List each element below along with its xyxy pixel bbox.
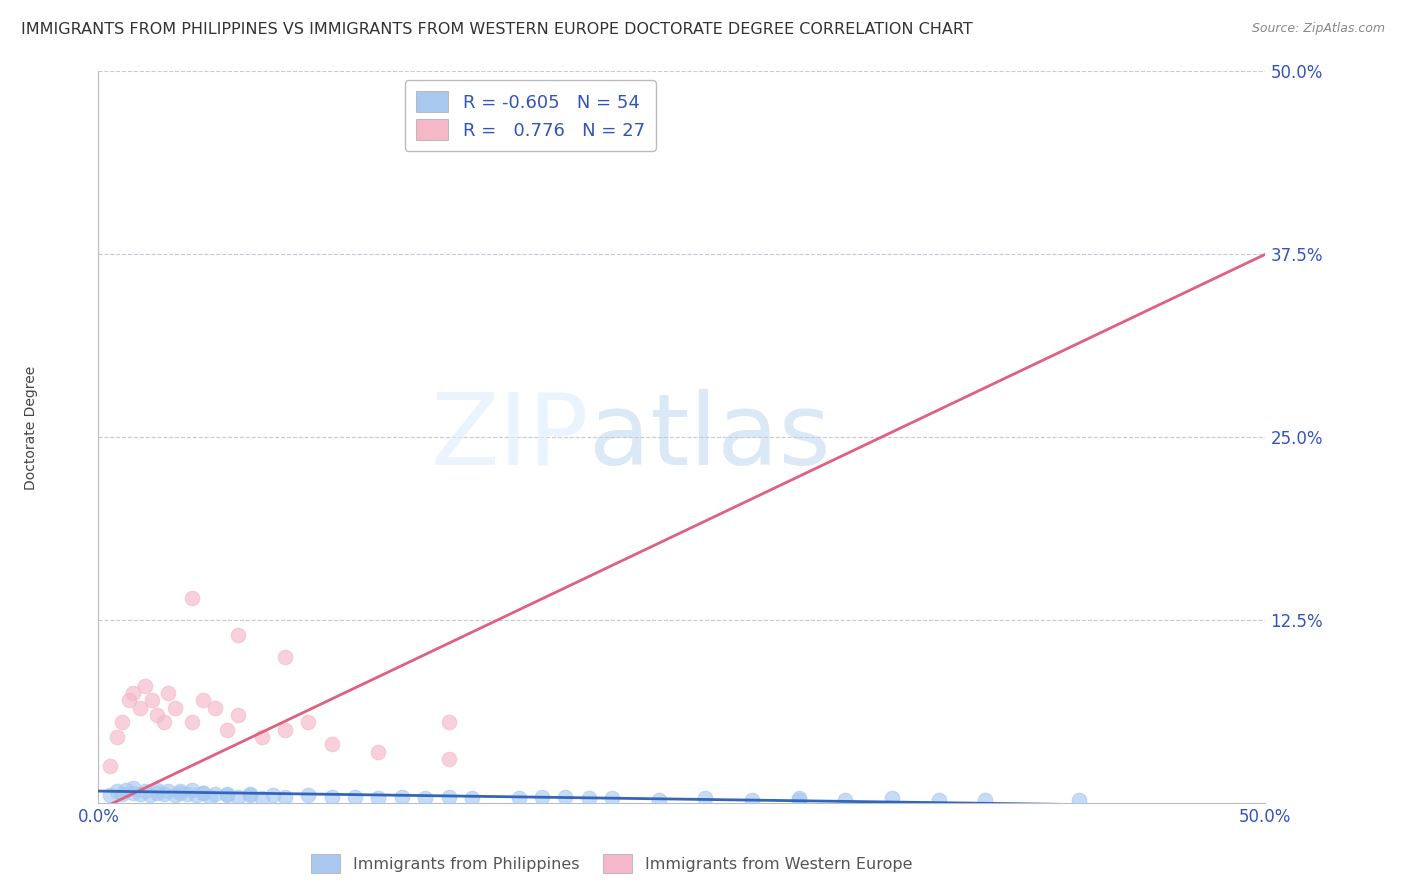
Point (146, 786, 169, 800)
Point (193, 693, 215, 707)
Point (367, 745, 389, 759)
Point (274, 649, 297, 664)
Point (134, 784, 156, 798)
Point (111, 715, 134, 730)
Point (122, 686, 145, 700)
Point (98, 759, 121, 773)
Point (180, 591, 202, 605)
Point (129, 700, 152, 714)
Point (578, 791, 600, 805)
Point (165, 789, 187, 803)
Point (169, 786, 191, 800)
Point (834, 793, 856, 807)
Point (437, 715, 460, 730)
Point (146, 782, 169, 797)
Point (297, 715, 319, 730)
Point (274, 723, 297, 737)
Point (228, 708, 250, 723)
Point (413, 791, 436, 805)
Point (228, 789, 250, 804)
Point (157, 784, 180, 798)
Legend: Immigrants from Philippines, Immigrants from Western Europe: Immigrants from Philippines, Immigrants … (305, 847, 918, 879)
Point (344, 789, 367, 804)
Point (391, 789, 413, 804)
Point (461, 791, 484, 805)
Point (787, 793, 810, 807)
Point (98, 789, 121, 803)
Point (787, 791, 810, 805)
Point (180, 782, 202, 797)
Text: Source: ZipAtlas.com: Source: ZipAtlas.com (1251, 22, 1385, 36)
Point (262, 789, 284, 803)
Point (367, 791, 389, 805)
Point (146, 708, 169, 723)
Point (122, 781, 145, 796)
Point (134, 679, 156, 693)
Point (186, 789, 208, 803)
Point (250, 791, 273, 805)
Point (437, 789, 460, 804)
Point (321, 737, 343, 751)
Point (157, 686, 180, 700)
Point (928, 793, 950, 807)
Point (239, 787, 262, 801)
Point (695, 791, 717, 805)
Point (139, 789, 162, 803)
Point (321, 789, 343, 804)
Point (530, 789, 553, 804)
Point (880, 791, 903, 805)
Point (215, 723, 238, 737)
Point (118, 693, 141, 707)
Point (974, 793, 997, 807)
Point (193, 786, 215, 800)
Point (152, 715, 174, 730)
Point (176, 787, 198, 801)
Point (129, 787, 152, 801)
Point (741, 793, 763, 807)
Point (274, 789, 297, 804)
Text: IMMIGRANTS FROM PHILIPPINES VS IMMIGRANTS FROM WESTERN EUROPE DOCTORATE DEGREE C: IMMIGRANTS FROM PHILIPPINES VS IMMIGRANT… (21, 22, 973, 37)
Point (204, 700, 226, 714)
Point (1067, 793, 1090, 807)
Point (554, 789, 576, 804)
Point (250, 730, 273, 744)
Point (152, 787, 174, 801)
Text: atlas: atlas (589, 389, 830, 485)
Text: ZIP: ZIP (430, 389, 589, 485)
Point (204, 787, 226, 801)
Point (600, 791, 623, 805)
Point (169, 784, 191, 798)
Point (437, 752, 460, 766)
Point (215, 789, 238, 803)
Text: Doctorate Degree: Doctorate Degree (24, 366, 38, 491)
Point (105, 730, 128, 744)
Point (200, 789, 222, 804)
Point (122, 786, 145, 800)
Point (508, 791, 530, 805)
Point (105, 784, 128, 798)
Point (215, 787, 238, 801)
Point (647, 793, 669, 807)
Point (297, 789, 319, 803)
Point (193, 786, 215, 800)
Point (180, 715, 202, 730)
Point (165, 700, 187, 714)
Point (239, 789, 262, 803)
Point (111, 787, 134, 801)
Point (141, 693, 163, 707)
Point (115, 782, 138, 797)
Point (228, 627, 250, 641)
